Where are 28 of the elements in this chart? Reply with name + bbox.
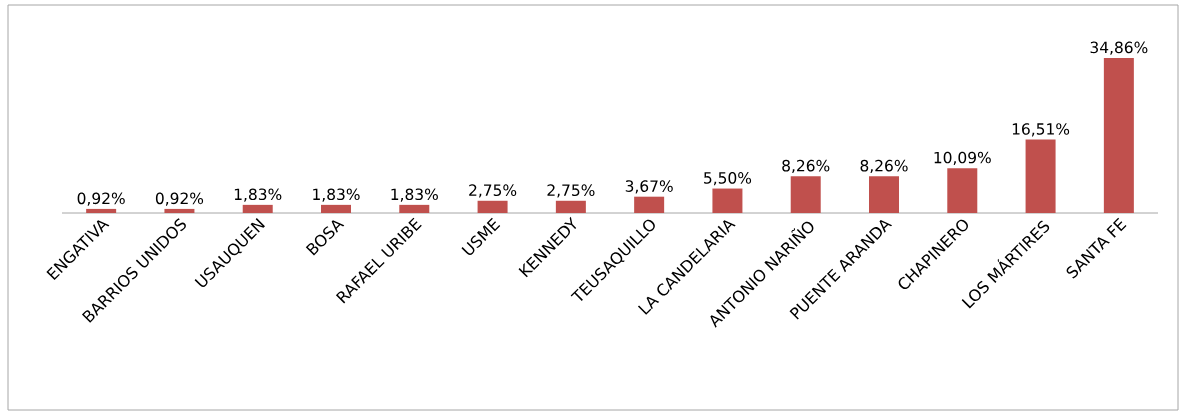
bar [555, 200, 586, 213]
data-label: 8,26% [782, 159, 830, 174]
bar [1103, 58, 1134, 213]
bar [164, 208, 195, 213]
data-label: 8,26% [860, 159, 908, 174]
bar [869, 176, 900, 213]
data-label: 2,75% [547, 184, 595, 198]
bar [86, 208, 117, 213]
bar [242, 204, 273, 213]
data-label: 1,83% [391, 188, 438, 202]
data-label: 10,09% [934, 151, 991, 165]
bar [477, 200, 508, 213]
data-label: 5,50% [704, 172, 752, 186]
data-label: 0,92% [77, 192, 125, 206]
bar [947, 168, 978, 213]
data-label: 16,51% [1012, 123, 1070, 137]
data-label: 3,67% [625, 180, 673, 194]
bar [321, 204, 352, 213]
bar [712, 188, 743, 213]
bar [399, 204, 430, 213]
bar [790, 176, 821, 213]
bar [634, 196, 665, 213]
data-label: 1,83% [313, 188, 360, 202]
data-label: 2,75% [469, 184, 517, 198]
data-label: 0,92% [155, 192, 204, 206]
bar [1025, 139, 1056, 213]
data-label: 34,86% [1090, 41, 1148, 55]
data-label: 1,83% [234, 188, 282, 202]
